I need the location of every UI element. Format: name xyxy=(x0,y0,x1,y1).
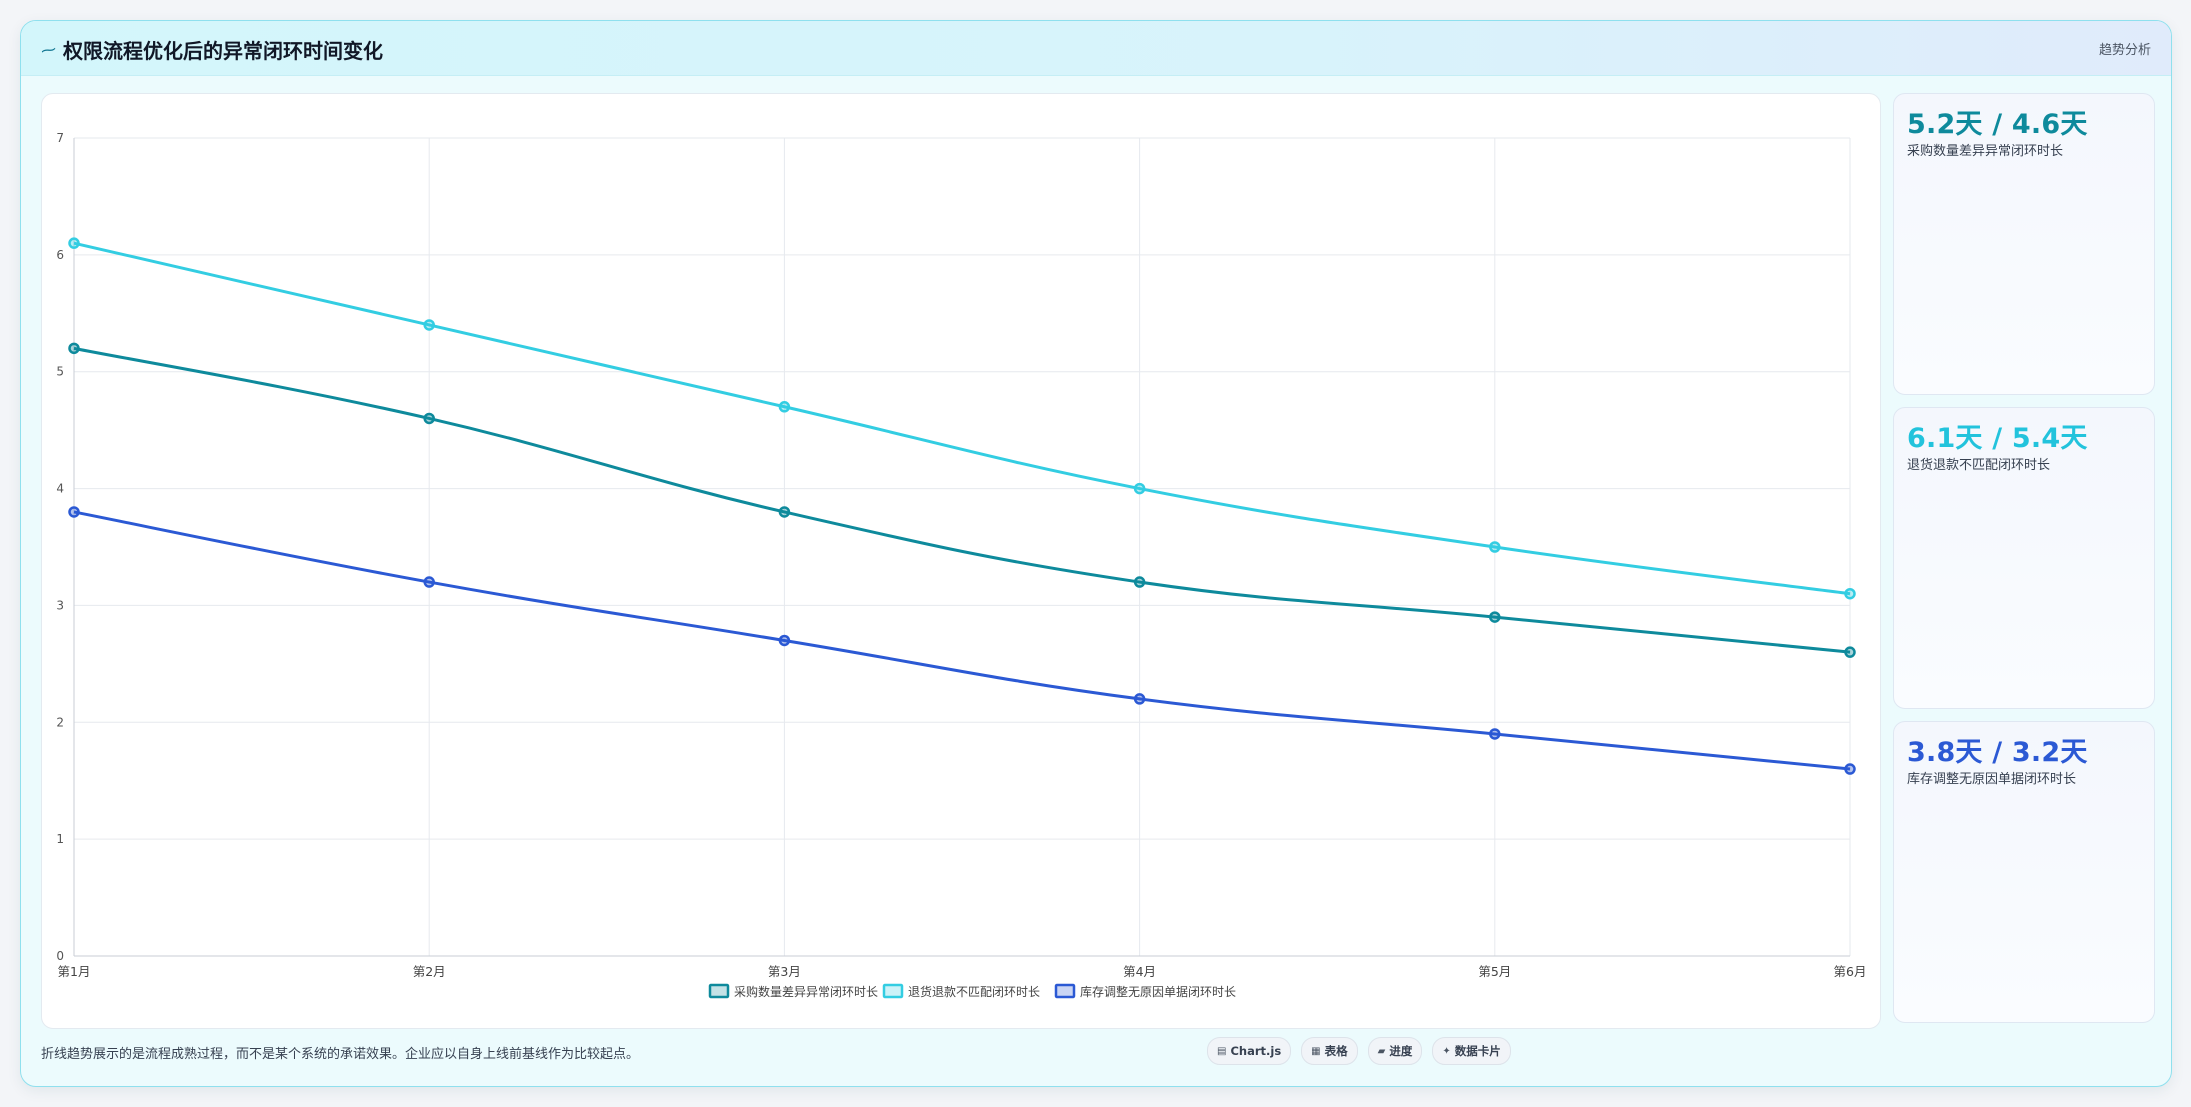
data-point xyxy=(1133,482,1146,495)
stat-value: 6.1天 / 5.4天 xyxy=(1907,423,2088,454)
legend-label: 采购数量差异异常闭环时长 xyxy=(734,984,878,999)
x-tick-label: 第3月 xyxy=(768,964,801,979)
x-tick-label: 第1月 xyxy=(58,964,91,979)
pill-label: Chart.js xyxy=(1230,1044,1282,1058)
footer-note: 折线趋势展示的是流程成熟过程，而不是某个系统的承诺效果。企业应以自身上线前基线作… xyxy=(41,1047,640,1062)
title-group: ⁓ 权限流程优化后的异常闭环时间变化 xyxy=(39,35,383,64)
legend-swatch xyxy=(882,983,904,999)
y-tick-label: 0 xyxy=(56,949,64,963)
table-pill[interactable]: ▦ 表格 xyxy=(1301,1037,1358,1065)
data-point xyxy=(778,506,791,518)
legend-label: 退货退款不匹配闭环时长 xyxy=(908,984,1040,999)
stat-value: 3.8天 / 3.2天 xyxy=(1907,737,2088,768)
series-line xyxy=(73,241,1851,596)
stat-label: 退货退款不匹配闭环时长 xyxy=(1907,458,2051,473)
x-tick-label: 第4月 xyxy=(1123,964,1156,979)
chartjs-pill[interactable]: ▤ Chart.js xyxy=(1207,1037,1292,1065)
pill-label: 表格 xyxy=(1324,1044,1348,1058)
data-point xyxy=(1489,611,1501,623)
stat-label: 采购数量差异异常闭环时长 xyxy=(1907,144,2064,159)
data-point xyxy=(423,412,435,425)
pill-label: 进度 xyxy=(1389,1044,1413,1058)
data-point xyxy=(423,576,435,588)
stat-card-inventory: 3.8天 / 3.2天 库存调整无原因单据闭环时长 xyxy=(1893,721,2155,1023)
trend-analysis-label: 趋势分析 xyxy=(2098,43,2151,58)
data-point xyxy=(1844,587,1856,600)
y-tick-label: 6 xyxy=(56,248,64,262)
data-point xyxy=(423,319,435,331)
stat-label: 库存调整无原因单据闭环时长 xyxy=(1907,772,2077,787)
data-point xyxy=(1489,541,1501,553)
chart-icon: ▤ xyxy=(1217,1045,1227,1057)
pill-label: 数据卡片 xyxy=(1454,1044,1501,1058)
data-point xyxy=(778,401,791,413)
view-toggle-group: ▤ Chart.js ▦ 表格 ▰ 进度 ✦ 数据卡片 xyxy=(1207,1037,1511,1065)
trend-line-icon: ⁓ xyxy=(39,39,58,60)
data-point xyxy=(68,237,80,249)
data-point xyxy=(1489,728,1501,740)
y-tick-label: 4 xyxy=(56,482,64,496)
legend-label: 库存调整无原因单据闭环时长 xyxy=(1080,984,1236,999)
series-line xyxy=(73,510,1851,771)
stat-value: 5.2天 / 4.6天 xyxy=(1907,109,2088,140)
x-tick-label: 第2月 xyxy=(413,964,446,979)
y-tick-label: 5 xyxy=(56,365,64,379)
y-tick-label: 1 xyxy=(56,832,64,846)
x-tick-label: 第6月 xyxy=(1834,964,1867,979)
data-card-pill[interactable]: ✦ 数据卡片 xyxy=(1432,1037,1511,1065)
sparkle-icon: ✦ xyxy=(1442,1045,1451,1057)
table-icon: ▦ xyxy=(1311,1045,1321,1057)
page-title: 权限流程优化后的异常闭环时间变化 xyxy=(63,39,383,63)
progress-pill[interactable]: ▰ 进度 xyxy=(1367,1037,1423,1065)
stat-card-returns: 6.1天 / 5.4天 退货退款不匹配闭环时长 xyxy=(1893,407,2155,709)
series-line xyxy=(73,346,1851,654)
data-point xyxy=(68,506,80,518)
legend-swatch xyxy=(1054,983,1076,999)
y-tick-label: 3 xyxy=(56,598,64,612)
x-tick-label: 第5月 xyxy=(1478,964,1511,979)
card-header: ⁓ 权限流程优化后的异常闭环时间变化 趋势分析 xyxy=(21,21,2171,76)
y-tick-label: 2 xyxy=(56,715,64,729)
dashboard-card: ⁓ 权限流程优化后的异常闭环时间变化 趋势分析 0 1 2 3 4 5 6 7 第1月 第2月 第3… xyxy=(20,20,2172,1087)
data-point xyxy=(1133,576,1146,588)
legend-swatch xyxy=(708,983,730,999)
data-point xyxy=(1844,646,1856,658)
data-point xyxy=(68,342,80,355)
progress-icon: ▰ xyxy=(1377,1045,1386,1057)
y-tick-label: 7 xyxy=(56,131,64,145)
data-point xyxy=(1844,763,1856,775)
chart-panel: 0 1 2 3 4 5 6 7 第1月 第2月 第3月 第4月 第5月 第6月采购数量差异异常闭环时长 退货… xyxy=(41,93,1881,1029)
stat-card-procurement: 5.2天 / 4.6天 采购数量差异异常闭环时长 xyxy=(1893,93,2155,395)
data-point xyxy=(1133,693,1146,705)
data-point xyxy=(778,634,791,647)
